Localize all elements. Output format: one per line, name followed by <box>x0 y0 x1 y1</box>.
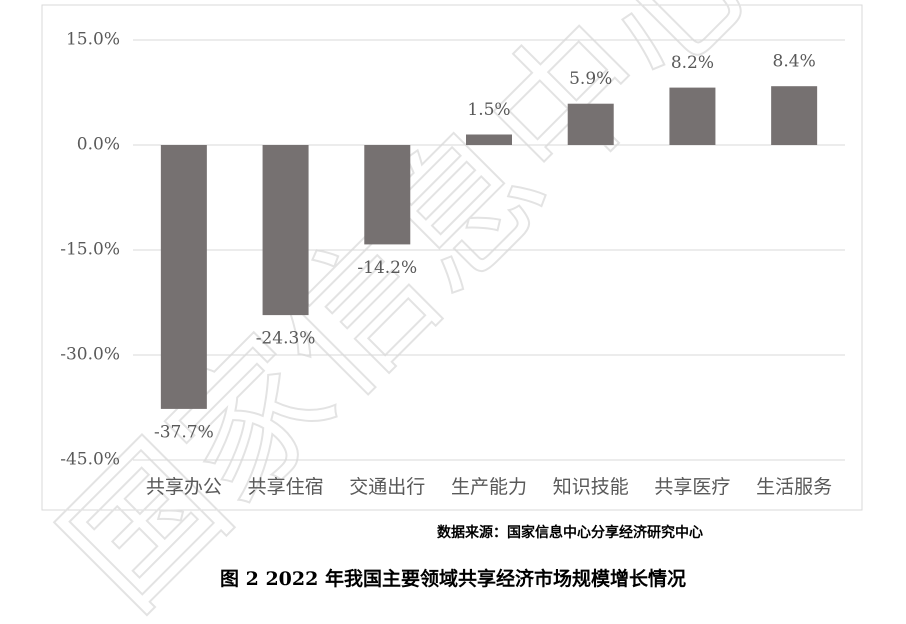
y-tick-label: 0.0% <box>77 135 120 155</box>
x-tick-label: 生活服务 <box>756 476 832 498</box>
value-label: 8.2% <box>671 53 714 73</box>
x-tick-label: 共享医疗 <box>654 476 730 498</box>
y-tick-label: -45.0% <box>60 450 120 470</box>
value-label: 1.5% <box>467 100 510 120</box>
x-tick-label: 共享办公 <box>146 476 222 498</box>
y-tick-label: -30.0% <box>60 345 120 365</box>
plot: 15.0% 0.0% -15.0% -30.0% -45.0% -37.7% 共享办公 -24… <box>60 30 845 498</box>
y-tick-label: -15.0% <box>60 240 120 260</box>
bar <box>160 145 207 409</box>
value-label: 5.9% <box>569 69 612 89</box>
x-tick-label: 生产能力 <box>451 476 527 498</box>
bar <box>567 103 614 145</box>
bar <box>364 145 411 245</box>
bar <box>262 145 309 316</box>
caption: 图 2 2022 年我国主要领域共享经济市场规模增长情况 <box>220 567 686 590</box>
value-label: -14.2% <box>357 258 417 278</box>
bar <box>669 87 716 145</box>
x-tick-label: 交通出行 <box>349 476 425 498</box>
y-tick-label: 15.0% <box>66 30 120 50</box>
value-label: 8.4% <box>773 52 816 72</box>
chart-frame <box>41 4 863 511</box>
source-note: 数据来源：国家信息中心分享经济研究中心 <box>437 524 703 541</box>
x-tick-label: 知识技能 <box>553 476 629 498</box>
x-tick-label: 共享住宿 <box>248 476 324 498</box>
bar <box>771 86 818 145</box>
value-label: -37.7% <box>154 422 214 442</box>
value-label: -24.3% <box>256 329 316 349</box>
bar <box>466 134 512 145</box>
